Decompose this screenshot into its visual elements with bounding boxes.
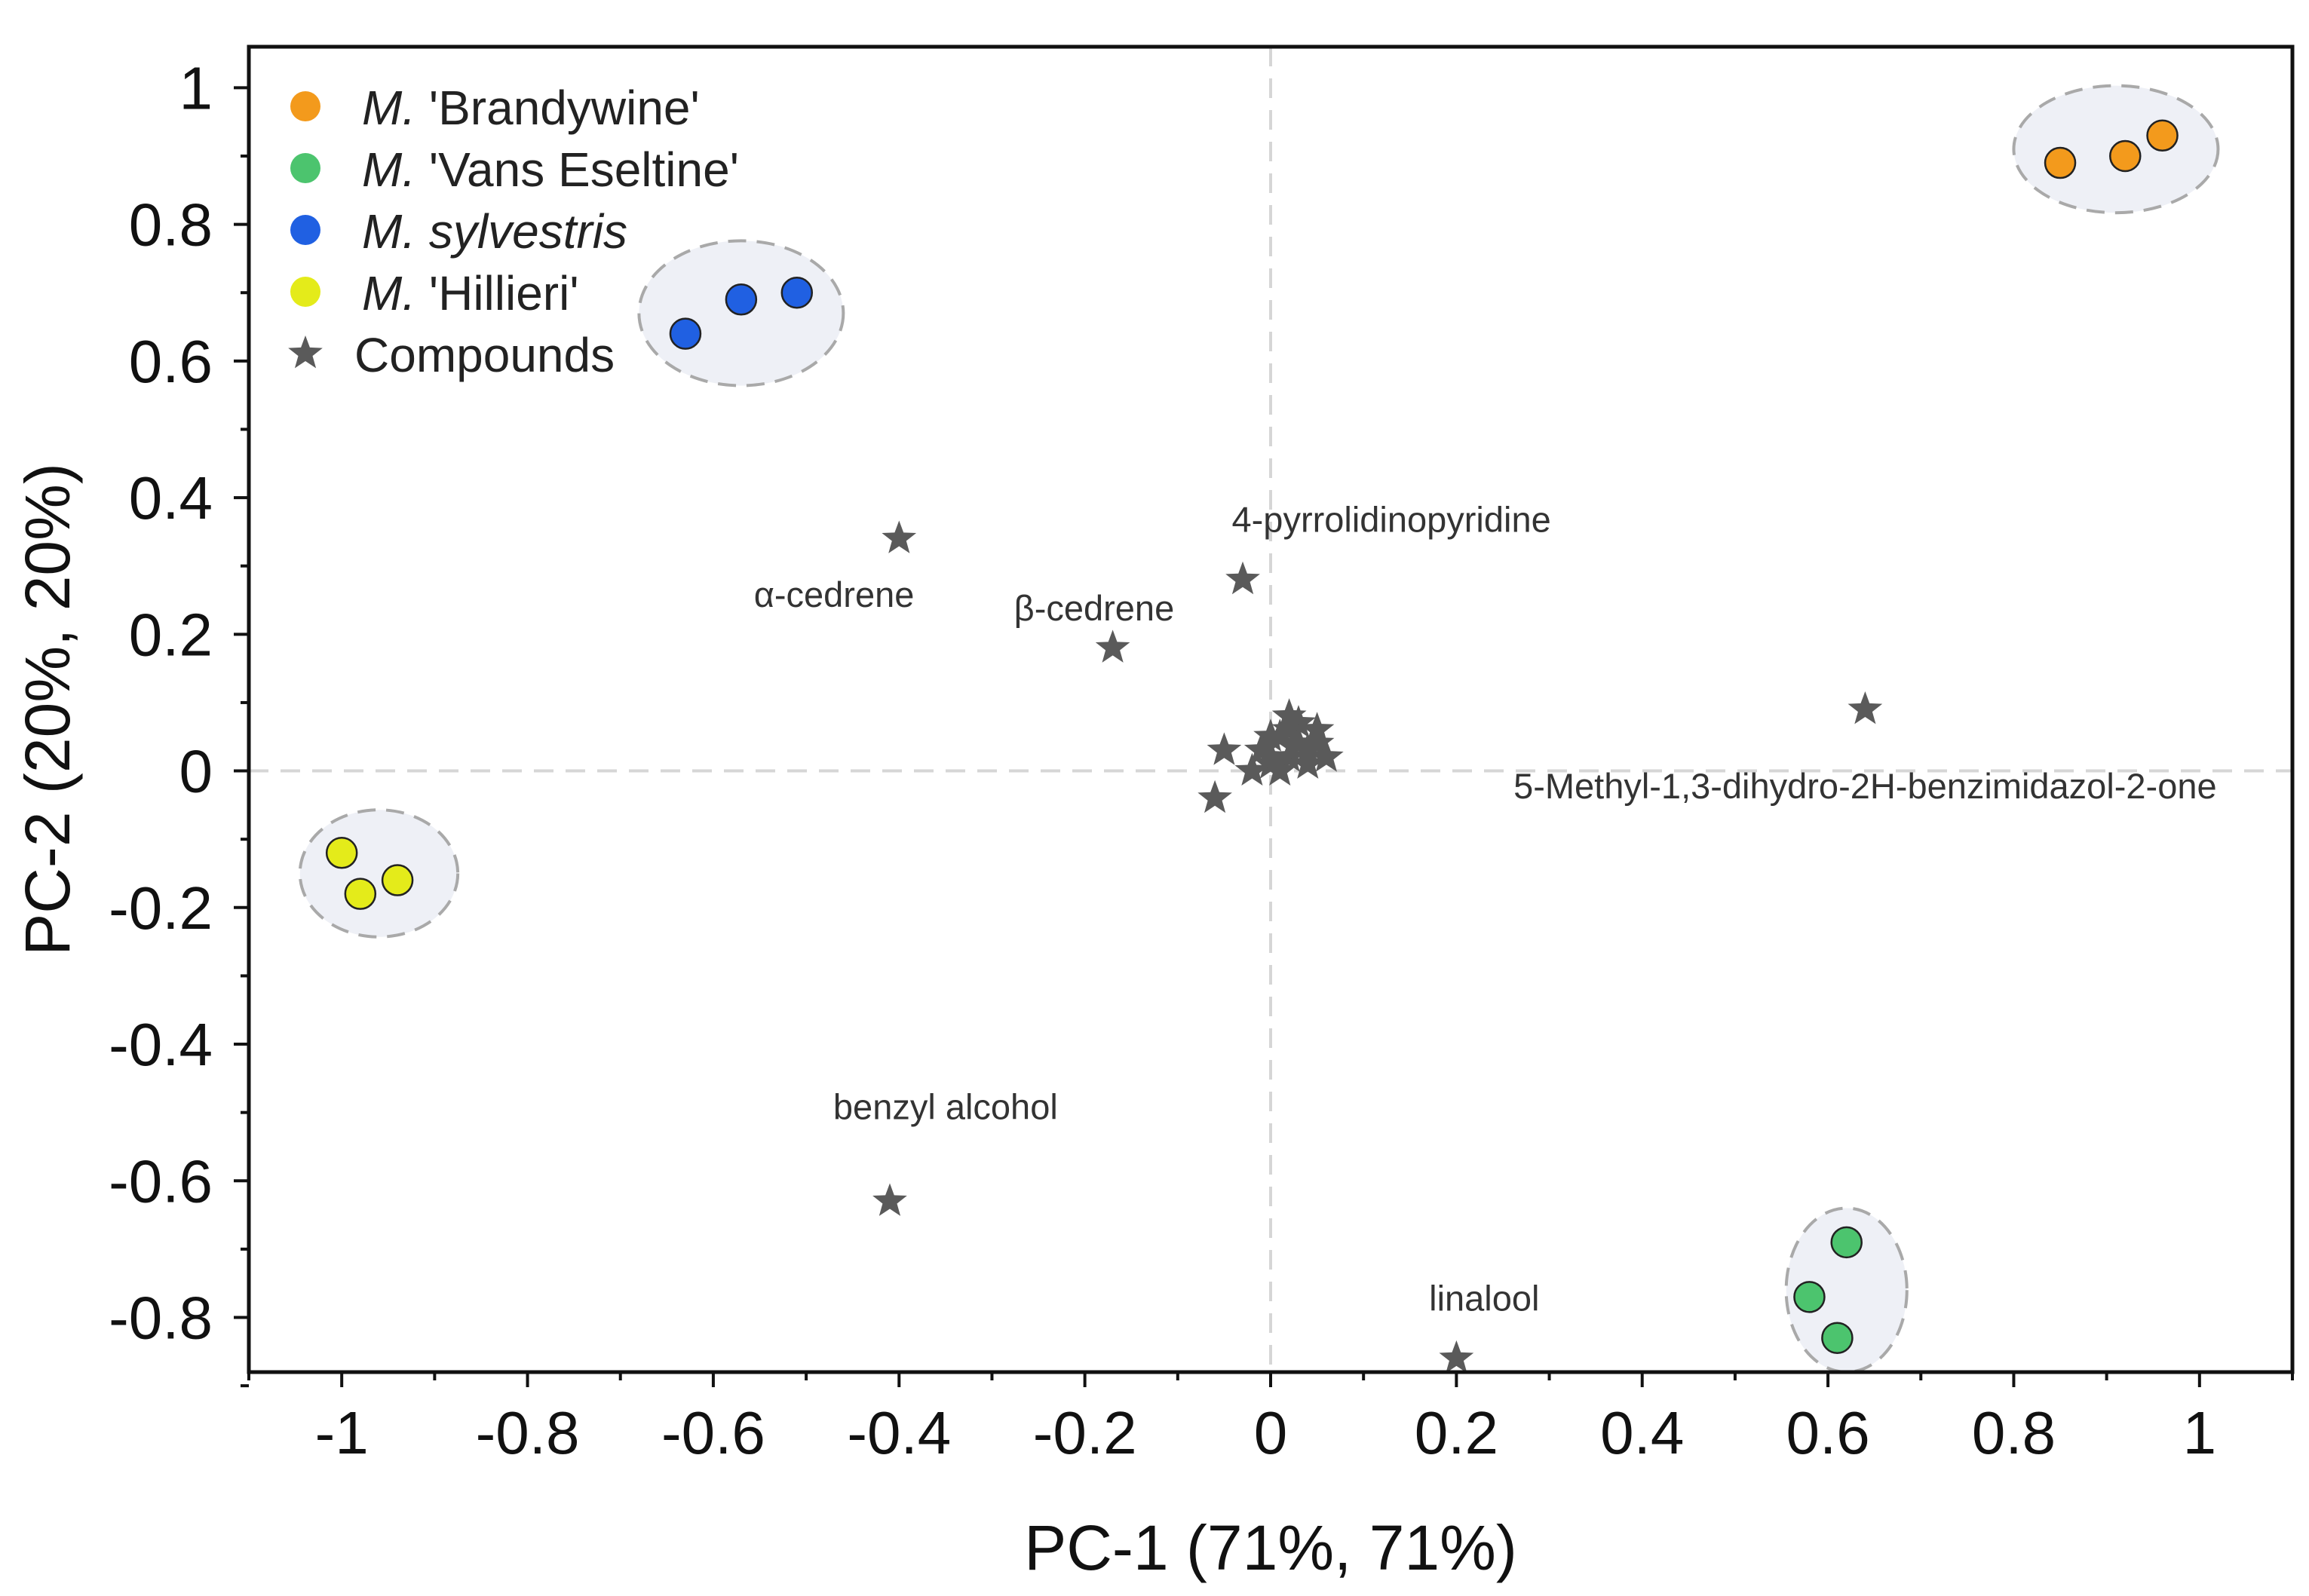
legend-marker [290,91,320,121]
sample-point [1830,1226,1863,1259]
sample-point [325,837,358,869]
x-tick-label: -0.6 [661,1399,765,1466]
sample-point [780,276,814,309]
sample-point [344,878,377,910]
compound-star [1290,746,1326,779]
y-tick-label: 0.8 [129,191,213,259]
sample-point [1793,1281,1826,1313]
compound-star [1309,739,1344,772]
compound-annotations: α-cedrene 4-pyrrolidinopyridine β-cedrene 5… [754,499,2217,1318]
compound-label: 4-pyrrolidinopyridine [1232,499,1551,539]
compound-star [1095,630,1130,663]
compound-label: β-cedrene [1014,588,1175,628]
compound-star [1234,752,1270,786]
compound-label: α-cedrene [754,574,915,614]
legend-marker [290,153,320,183]
sample-point [381,864,414,896]
y-tick-label: -0.6 [109,1147,213,1215]
y-tick-label: 0.6 [129,328,213,395]
compound-star [1271,712,1307,745]
compound-star [1271,698,1307,731]
compound-star [1290,732,1326,765]
cluster-ellipse [1784,1206,1909,1374]
compound-label: 5-Methyl-1,3-dihydro-2H-benzimidazol-2-o… [1513,766,2217,806]
x-tick-label: 0.2 [1415,1399,1498,1466]
compound-star [1299,712,1335,745]
y-tick-label: 0.2 [129,601,213,668]
sample-point [2146,119,2179,152]
y-tick-label: 1 [179,54,213,121]
compound-star [1281,705,1316,738]
compound-points [872,520,1883,1374]
compound-star [1439,1340,1474,1374]
legend-entry: M. 'Vans Eseltine' [362,142,739,197]
legend-marker [290,215,320,245]
x-tick-label: 0.8 [1972,1399,2056,1466]
y-tick-label: 0.4 [129,464,213,531]
x-axis-title: PC-1 (71%, 71%) [1024,1512,1517,1583]
compound-star [872,1183,907,1216]
sample-point [2109,139,2142,173]
axis-ticks: -1 -0.8 -0.6 -0.4 -0.2 0 0.2 0.4 0.6 0.8 1 -0.8 -0.6… [109,54,2294,1466]
legend-marker [290,277,320,307]
compound-star [1262,718,1298,752]
cluster-ellipses [298,84,2220,1374]
compound-star [1253,739,1288,772]
legend-entry: M. sylvestris [362,204,627,259]
y-tick-label: -0.8 [109,1285,213,1352]
x-tick-label: -0.2 [1033,1399,1137,1466]
compound-star [882,520,917,553]
y-axis-title: PC-2 (20%, 20%) [12,463,83,956]
compound-label: benzyl alcohol [833,1087,1058,1127]
compound-star [1225,561,1260,595]
legend-entry: Compounds [354,328,615,382]
legend-entry: M. 'Brandywine' [362,81,700,135]
compound-star [1207,732,1242,765]
x-tick-label: 0.4 [1600,1399,1684,1466]
compound-label: linalool [1429,1278,1539,1318]
sample-point [669,317,702,350]
compound-star [1197,780,1232,813]
cluster-ellipse [298,808,460,939]
legend-entry: M. 'Hillieri' [362,266,579,320]
compound-star [1281,725,1316,758]
legend: M. 'Brandywine' M. 'Vans Eseltine' M. sylv… [288,81,739,382]
sample-point [2044,146,2077,179]
y-tick-label: 0 [179,738,213,805]
x-tick-label: -0.8 [476,1399,580,1466]
compound-star [1848,691,1883,724]
x-tick-label: -0.4 [847,1399,951,1466]
x-tick-label: 1 [2183,1399,2217,1466]
sample-point [1821,1322,1854,1354]
y-tick-label: -0.4 [109,1011,213,1078]
compound-star [1243,732,1279,765]
legend-star-icon [288,335,323,369]
sample-point [725,283,758,316]
sample-points [325,119,2179,1354]
x-tick-label: -1 [315,1399,369,1466]
x-tick-label: 0.6 [1786,1399,1869,1466]
x-tick-label: 0 [1254,1399,1288,1466]
y-tick-label: -0.2 [109,875,213,942]
compound-star [1299,725,1335,758]
